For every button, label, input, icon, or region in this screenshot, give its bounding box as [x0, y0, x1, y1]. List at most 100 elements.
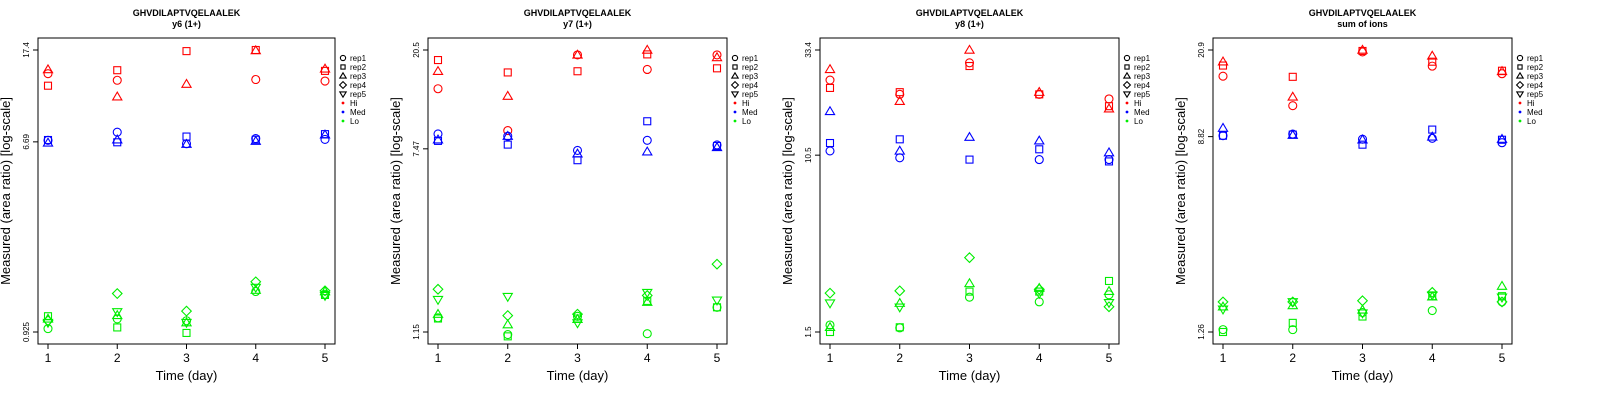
data-point-lo-rep4 — [1217, 296, 1229, 308]
data-point-hi-rep1 — [642, 64, 652, 75]
legend-label: rep4 — [1134, 81, 1151, 90]
data-point-hi-rep3 — [502, 90, 514, 100]
data-point-hi-rep1 — [1104, 94, 1114, 104]
data-point-lo-rep5 — [1426, 291, 1438, 301]
data-point-lo-rep5 — [42, 318, 54, 329]
data-point-med-rep3 — [432, 134, 444, 144]
legend-symbol-rep1 — [1516, 54, 1524, 62]
legend-label: rep5 — [1527, 90, 1544, 99]
data-point-hi-rep2 — [712, 64, 722, 73]
chart-subtitle: y8 (1+) — [955, 19, 984, 29]
x-tick-label: 4 — [644, 351, 651, 365]
data-point-med-rep2 — [825, 138, 835, 148]
data-point-lo-rep5 — [1496, 293, 1508, 303]
data-point-hi-rep3 — [824, 63, 836, 74]
legend-label: rep5 — [742, 90, 759, 99]
data-point-lo-rep1 — [642, 329, 652, 339]
x-tick-label: 3 — [1359, 351, 1366, 365]
x-axis-label: Time (day) — [547, 368, 609, 383]
data-point-hi-rep2 — [895, 88, 904, 97]
y-tick-label: 1.26 — [1197, 324, 1206, 340]
data-point-lo-rep1 — [1497, 297, 1507, 307]
data-point-lo-rep3 — [641, 296, 653, 306]
x-tick-label: 4 — [1429, 351, 1436, 365]
data-point-lo-rep4 — [502, 310, 514, 322]
data-point-lo-rep2 — [433, 314, 443, 323]
data-point-lo-rep1 — [43, 324, 53, 334]
data-point-med-rep2 — [1218, 131, 1228, 140]
data-point-hi-rep3 — [571, 49, 584, 59]
data-point-lo-rep5 — [1033, 289, 1045, 300]
chart-title: GHVDILAPTVQELAALEK — [916, 8, 1024, 18]
data-point-lo-rep3 — [250, 284, 262, 294]
data-point-lo-rep2 — [1104, 276, 1114, 286]
y-tick-label: 1.15 — [412, 324, 421, 340]
data-point-lo-rep5 — [432, 295, 444, 306]
data-point-lo-rep1 — [964, 292, 975, 302]
data-point-hi-rep3 — [894, 95, 906, 106]
data-point-hi-rep3 — [180, 78, 193, 88]
data-point-hi-rep2 — [825, 83, 835, 92]
legend-symbol-rep4 — [1515, 80, 1525, 90]
x-tick-label: 1 — [1220, 351, 1227, 365]
data-point-med-rep3 — [42, 137, 54, 147]
legend-symbol-rep2 — [732, 64, 738, 70]
y-tick-label: 20.9 — [1197, 42, 1206, 58]
data-point-lo-rep4 — [319, 285, 331, 297]
legend-label: rep5 — [350, 90, 367, 99]
legend-label: rep3 — [350, 72, 367, 81]
data-point-med-rep3 — [180, 138, 193, 148]
data-point-med-rep2 — [113, 138, 122, 147]
legend-label: rep2 — [1134, 63, 1151, 72]
data-point-lo-rep5 — [319, 291, 331, 302]
legend-dot-hi — [341, 101, 345, 105]
data-point-med-rep3 — [1217, 122, 1229, 132]
data-point-hi-rep2 — [1288, 72, 1297, 81]
data-point-med-rep3 — [1496, 133, 1508, 143]
plot-frame — [1212, 37, 1513, 345]
legend-dot-hi — [1125, 101, 1129, 105]
data-point-lo-rep5 — [894, 303, 906, 313]
data-point-lo-rep3 — [319, 285, 331, 296]
data-point-med-rep3 — [250, 135, 262, 145]
data-point-med-rep3 — [502, 130, 514, 140]
legend-label: Med — [742, 108, 758, 117]
x-axis-label: Time (day) — [1332, 368, 1394, 383]
data-point-hi-rep1 — [251, 74, 261, 85]
data-point-hi-rep3 — [1356, 44, 1369, 54]
legend-label: rep5 — [1134, 90, 1151, 99]
data-point-hi-rep2 — [113, 66, 122, 75]
legend-label: rep3 — [1527, 72, 1544, 81]
data-point-lo-rep4 — [824, 287, 836, 299]
data-point-lo-rep2 — [503, 332, 512, 341]
y-tick-label: 33.4 — [804, 42, 813, 58]
data-point-lo-rep4 — [180, 305, 193, 317]
data-point-lo-rep4 — [1356, 295, 1369, 307]
data-point-med-rep3 — [1287, 129, 1299, 139]
data-point-med-rep1 — [825, 146, 835, 156]
data-point-hi-rep1 — [712, 50, 722, 60]
x-tick-label: 5 — [714, 351, 721, 365]
data-point-hi-rep1 — [320, 76, 330, 86]
legend-symbol-rep5 — [730, 91, 740, 99]
data-point-lo-rep4 — [641, 289, 653, 302]
data-point-hi-rep2 — [1218, 61, 1228, 70]
data-point-med-rep3 — [1426, 131, 1438, 141]
data-point-lo-rep5 — [824, 299, 836, 309]
y-tick-label: 20.5 — [412, 42, 421, 58]
data-point-hi-rep3 — [1103, 103, 1115, 113]
legend-dot-med — [733, 110, 737, 114]
legend-dot-med — [1125, 110, 1129, 114]
data-point-hi-rep2 — [643, 50, 652, 59]
legend-label: Hi — [1527, 99, 1535, 108]
data-point-med-rep1 — [1104, 155, 1114, 165]
data-point-lo-rep4 — [1426, 286, 1438, 298]
chart-title: GHVDILAPTVQELAALEK — [524, 8, 632, 18]
x-tick-label: 2 — [504, 351, 511, 365]
y-tick-label: 8.82 — [1197, 128, 1206, 144]
data-point-lo-rep3 — [1103, 285, 1115, 295]
data-point-hi-rep3 — [1496, 65, 1508, 76]
legend-dot-lo — [341, 119, 345, 123]
data-point-hi-rep3 — [319, 63, 331, 73]
